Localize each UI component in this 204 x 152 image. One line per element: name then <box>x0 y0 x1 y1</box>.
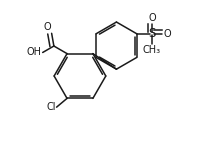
Text: S: S <box>148 27 156 40</box>
Text: O: O <box>43 22 51 32</box>
Text: Cl: Cl <box>46 102 56 112</box>
Text: CH₃: CH₃ <box>143 45 161 55</box>
Text: OH: OH <box>27 47 42 57</box>
Text: O: O <box>148 13 156 23</box>
Text: O: O <box>163 29 171 39</box>
